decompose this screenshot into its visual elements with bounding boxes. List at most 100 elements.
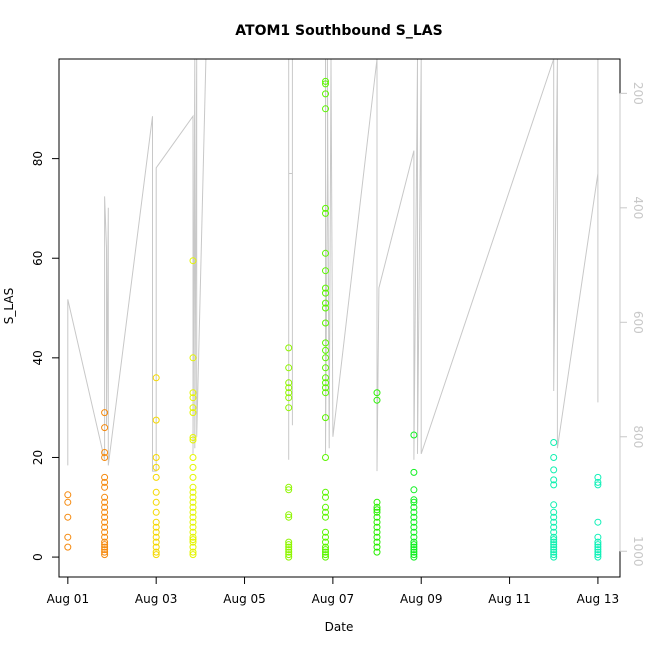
data-point [550,546,558,554]
data-point [410,553,418,561]
data-point [64,513,72,521]
data-point [152,473,160,481]
data-point [152,518,160,526]
data-point [322,454,329,461]
data-point [373,396,381,404]
data-point [64,498,72,506]
data-point [322,374,329,382]
data-point [64,491,72,499]
data-point [189,533,197,541]
data-point [550,454,558,461]
data-point [322,267,329,275]
data-point [101,508,109,516]
data-point [322,414,329,422]
data-point [101,538,109,546]
data-point [322,204,329,212]
data-point [189,536,197,544]
y2-tick-label: 200 [631,82,645,105]
data-point [189,473,197,481]
data-point [285,394,293,402]
data-point [373,506,381,514]
data-point [152,533,160,541]
data-point [101,478,109,486]
data-point [322,503,329,511]
x-tick-label: Aug 03 [135,592,178,606]
y-tick-label: 40 [31,350,45,365]
data-point [410,541,418,549]
data-point [101,454,109,461]
data-point [410,496,418,504]
data-point [550,528,558,536]
data-point [189,483,197,491]
data-point [322,105,329,113]
chart-title: ATOM1 Southbound S_LAS [235,23,442,39]
data-point [189,434,197,441]
data-point [594,548,602,556]
data-point [101,543,109,551]
data-point [322,538,329,546]
data-point [373,538,381,546]
data-point [410,518,418,526]
data-point [189,454,197,461]
y-tick-label: 20 [31,450,45,465]
data-point [285,538,293,546]
data-point [373,543,381,551]
data-point [152,498,160,506]
data-point [410,486,418,494]
data-point [285,553,293,561]
data-point [285,513,293,521]
data-point [550,548,558,556]
data-point [101,483,109,491]
data-point [101,541,109,549]
data-point [189,394,197,402]
data-point [64,533,72,541]
x-axis-label: Date [325,620,354,634]
x-axis: Aug 01 Aug 03 Aug 05 Aug 07 Aug 09 Aug 11 Aug … [47,576,619,606]
data-point [152,508,160,516]
data-point [373,518,381,526]
data-point [322,339,329,347]
data-point [373,548,381,556]
data-point [373,523,381,531]
data-point [322,299,329,307]
data-point [410,523,418,531]
data-point [550,439,558,446]
data-point [322,289,329,297]
data-point [322,364,329,372]
x-tick-label: Aug 07 [312,592,355,606]
data-point [550,553,558,561]
data-point [101,533,109,541]
data-point [550,508,558,516]
data-point [189,508,197,516]
secondary-series-line [67,58,599,472]
y2-tick-label: 400 [631,196,645,219]
data-point [373,533,381,541]
data-point [322,384,329,392]
data-point [322,379,329,387]
data-point [550,541,558,549]
data-point [285,511,293,519]
data-point [373,508,381,516]
data-point [594,481,602,489]
data-point [285,384,293,392]
data-point [550,523,558,531]
data-point [322,551,329,559]
data-point [285,551,293,559]
data-point [285,486,293,494]
data-point [322,90,329,98]
data-point [550,533,558,541]
data-point [410,468,418,476]
data-point [189,493,197,501]
data-point [101,449,109,456]
data-point [373,528,381,536]
data-point [410,498,418,506]
data-point [285,546,293,554]
x-tick-label: Aug 11 [488,592,531,606]
data-point [410,431,418,439]
data-point [322,553,329,561]
data-point [550,501,558,509]
data-point [410,533,418,541]
data-point [285,379,293,387]
data-point [152,463,160,471]
data-point [101,503,109,511]
